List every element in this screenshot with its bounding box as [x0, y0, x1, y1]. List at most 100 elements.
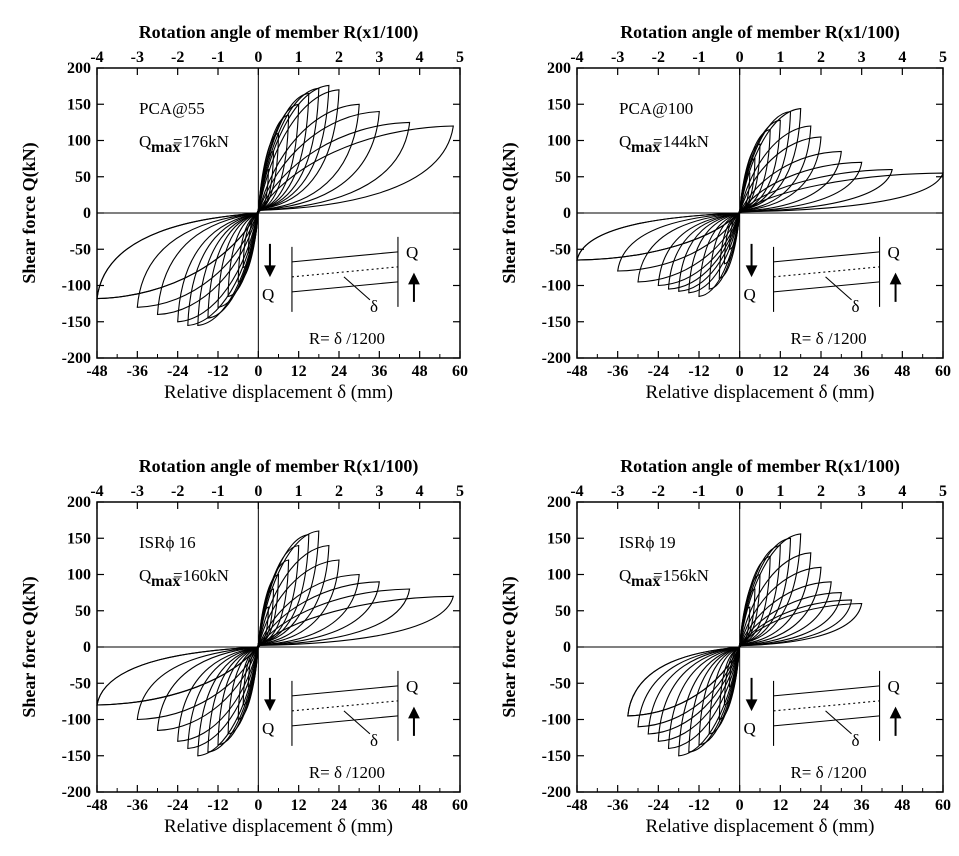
x-tick-label: 48: [894, 797, 910, 814]
top-tick-label: 4: [898, 483, 906, 500]
top-tick-label: -1: [211, 49, 224, 66]
hysteresis-curves: [96, 530, 455, 757]
x-tick-label: 12: [772, 363, 788, 380]
specimen-label: ISRϕ 16: [139, 533, 196, 552]
top-tick-label: 5: [456, 483, 464, 500]
y-axis-title: Shear force Q(kN): [499, 576, 520, 717]
top-tick-label: 3: [858, 49, 866, 66]
top-tick-label: 0: [736, 483, 744, 500]
x-tick-label: -36: [127, 797, 148, 814]
top-tick-label: 4: [898, 49, 906, 66]
top-tick-label: -3: [131, 483, 144, 500]
y-tick-label: -200: [542, 350, 571, 367]
inset-beam-top: [773, 685, 880, 697]
qmax-subscript: max: [631, 573, 660, 590]
x-tick-label: 60: [452, 363, 468, 380]
y-tick-label: 0: [563, 639, 571, 656]
x-tick-label: 36: [854, 797, 870, 814]
x-tick-label: 60: [452, 797, 468, 814]
top-tick-label: 2: [335, 483, 343, 500]
inset-arrowhead-up: [408, 272, 420, 285]
x-tick-label: 0: [254, 363, 262, 380]
x-tick-label: -36: [607, 363, 628, 380]
inset-formula: R= δ /1200: [309, 763, 385, 782]
top-tick-label: 1: [776, 49, 784, 66]
x-tick-label: 12: [291, 363, 307, 380]
y-tick-label: -100: [62, 712, 91, 729]
y-tick-label: 150: [547, 96, 571, 113]
inset-delta-pointer: [343, 710, 371, 735]
top-tick-label: 0: [736, 49, 744, 66]
inset-arrowhead-up: [408, 706, 420, 719]
x-tick-label: 48: [894, 363, 910, 380]
y-tick-label: 200: [547, 60, 571, 77]
x-tick-label: -12: [688, 363, 709, 380]
top-tick-label: -3: [131, 49, 144, 66]
hysteresis-loop: [678, 533, 802, 757]
inset-q-bottom: Q: [744, 285, 756, 304]
x-axis-title: Relative displacement δ (mm): [164, 382, 393, 403]
top-tick-label: 2: [335, 49, 343, 66]
top-tick-label: -1: [692, 483, 705, 500]
y-axis-title: Shear force Q(kN): [19, 576, 40, 717]
inset-q-top: Q: [888, 677, 900, 696]
x-tick-label: -12: [207, 797, 228, 814]
x-tick-label: -36: [127, 363, 148, 380]
top-tick-label: -2: [652, 483, 665, 500]
y-tick-label: -200: [542, 784, 571, 801]
x-tick-label: 60: [935, 363, 951, 380]
inset-beam-bottom: [773, 281, 880, 293]
inset-q-bottom: Q: [744, 719, 756, 738]
inset-beam-centerline: [773, 266, 880, 278]
top-tick-label: 1: [776, 483, 784, 500]
hysteresis-curves: [576, 108, 944, 298]
inset-beam-top: [773, 251, 880, 263]
inset-beam-centerline: [291, 700, 398, 712]
inset-delta: δ: [370, 731, 378, 750]
y-tick-label: 50: [555, 603, 571, 620]
top-tick-label: 4: [416, 483, 424, 500]
inset-arrowhead-down: [264, 699, 276, 712]
y-tick-label: -50: [550, 675, 571, 692]
top-tick-label: 2: [817, 49, 825, 66]
inset-sketch: [264, 670, 420, 746]
inset-arrowhead-down: [745, 699, 758, 712]
y-tick-label: 50: [75, 169, 91, 186]
top-tick-label: -1: [692, 49, 705, 66]
specimen-label: PCA@100: [619, 99, 693, 118]
top-axis-title: Rotation angle of member R(x1/100): [139, 22, 419, 43]
inset-delta: δ: [370, 297, 378, 316]
y-tick-label: 50: [555, 169, 571, 186]
top-tick-label: 5: [939, 49, 947, 66]
qmax-symbol: Q: [619, 132, 631, 151]
y-axis-title: Shear force Q(kN): [19, 142, 40, 283]
y-axis-title: Shear force Q(kN): [499, 142, 520, 283]
inset-arrowhead-up: [889, 706, 902, 719]
top-axis-title: Rotation angle of member R(x1/100): [620, 22, 900, 43]
top-tick-label: -4: [570, 49, 583, 66]
y-tick-label: 100: [67, 133, 91, 150]
inset-formula: R= δ /1200: [790, 763, 866, 782]
x-tick-label: -12: [207, 363, 228, 380]
qmax-symbol: Q: [139, 132, 151, 151]
x-tick-label: 24: [331, 363, 347, 380]
hysteresis-curves: [96, 84, 454, 327]
x-tick-label: 36: [854, 363, 870, 380]
inset-q-top: Q: [406, 677, 418, 696]
y-tick-label: 100: [547, 567, 571, 584]
specimen-label: ISRϕ 19: [619, 533, 676, 552]
y-tick-label: 200: [67, 60, 91, 77]
y-tick-label: -200: [62, 350, 91, 367]
inset-delta-pointer: [343, 276, 371, 301]
y-tick-label: 0: [83, 205, 91, 222]
x-tick-label: -48: [566, 797, 587, 814]
qmax-subscript: max: [631, 139, 660, 156]
inset-q-top: Q: [888, 243, 900, 262]
qmax-symbol: Q: [619, 566, 631, 585]
hysteresis-curves: [627, 533, 863, 757]
qmax-subscript: max: [151, 139, 180, 156]
inset-sketch: [264, 236, 420, 312]
